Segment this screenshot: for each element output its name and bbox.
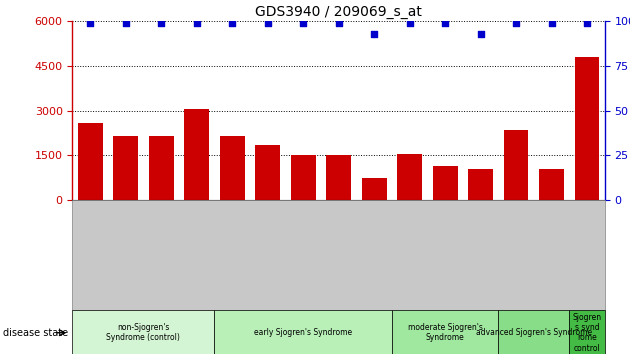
Text: disease state: disease state <box>3 328 68 338</box>
Point <box>120 20 131 26</box>
Bar <box>77 122 103 200</box>
Point <box>85 20 95 26</box>
Bar <box>575 57 600 200</box>
Point <box>333 20 343 26</box>
Bar <box>149 136 174 200</box>
Point <box>227 20 237 26</box>
Bar <box>255 145 280 200</box>
Point <box>511 20 521 26</box>
Point <box>440 20 450 26</box>
Bar <box>362 178 387 200</box>
Text: Sjogren
s synd
rome
control: Sjogren s synd rome control <box>573 313 602 353</box>
Bar <box>503 130 529 200</box>
Text: advanced Sjogren's Syndrome: advanced Sjogren's Syndrome <box>476 328 592 337</box>
Text: moderate Sjogren's
Syndrome: moderate Sjogren's Syndrome <box>408 323 483 342</box>
Bar <box>220 136 244 200</box>
Bar <box>397 154 422 200</box>
Title: GDS3940 / 209069_s_at: GDS3940 / 209069_s_at <box>255 5 422 19</box>
Point <box>476 31 486 36</box>
Point <box>404 20 415 26</box>
Bar <box>539 169 564 200</box>
Point <box>156 20 166 26</box>
Bar <box>290 155 316 200</box>
Bar <box>433 166 457 200</box>
Text: early Sjogren's Syndrome: early Sjogren's Syndrome <box>254 328 352 337</box>
Point <box>582 20 592 26</box>
Bar <box>326 155 351 200</box>
Bar <box>468 169 493 200</box>
Bar <box>184 109 209 200</box>
Point <box>263 20 273 26</box>
Point <box>369 31 379 36</box>
Text: non-Sjogren's
Syndrome (control): non-Sjogren's Syndrome (control) <box>106 323 180 342</box>
Point <box>192 20 202 26</box>
Bar <box>113 136 138 200</box>
Point <box>298 20 308 26</box>
Point <box>546 20 557 26</box>
